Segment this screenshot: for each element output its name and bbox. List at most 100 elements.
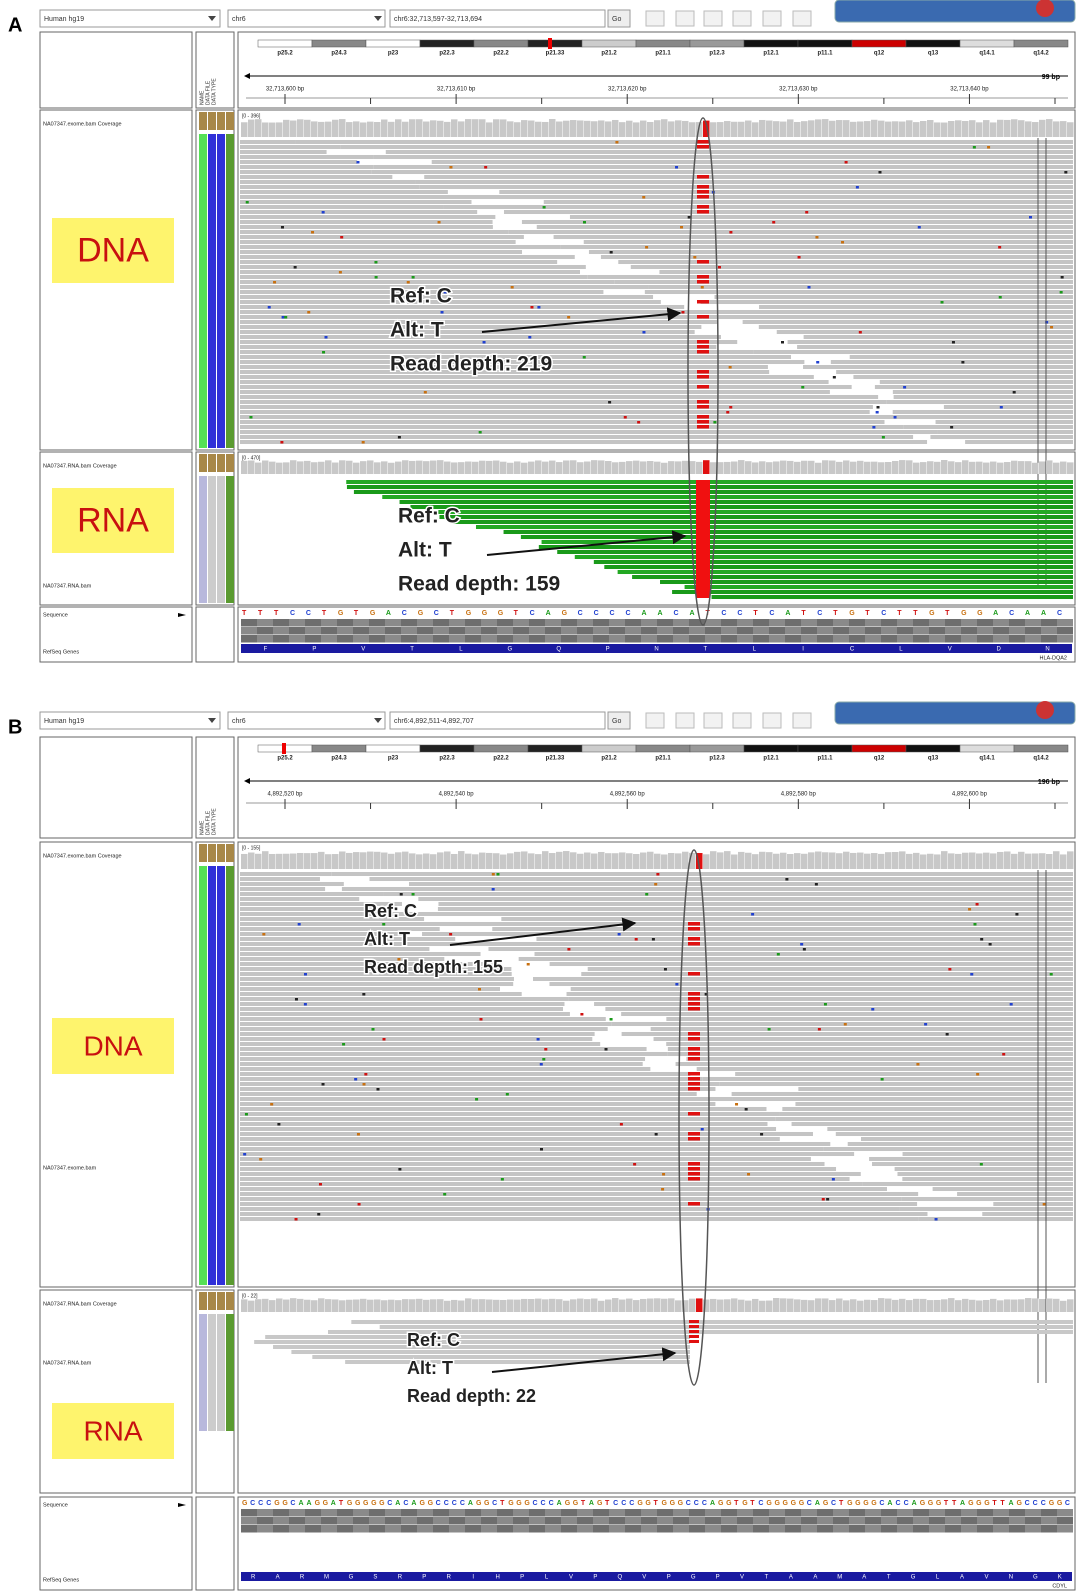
annotation: Ref: C [398,505,460,528]
translation-cell [769,1525,785,1533]
translation-cell [257,1509,273,1517]
toolbar-icon[interactable] [703,10,723,27]
mismatch [700,1128,704,1131]
toolbar-icon[interactable] [732,10,752,27]
attribute-stripe [208,454,216,472]
attribute-header: DATA TYPE [211,78,217,105]
read [488,947,1073,951]
read [742,320,1073,324]
track-name: Sequence [43,1502,68,1508]
coverage-bin [941,460,948,474]
coverage-bin [619,852,626,869]
coverage-bin [689,1298,696,1312]
toolbar-icon[interactable] [792,10,812,27]
toolbar-icon[interactable] [675,10,695,27]
translation-cell [849,1517,865,1525]
span-label: 99 bp [1042,74,1060,81]
toolbar-icon[interactable] [675,712,695,729]
translation-cell [961,1509,977,1517]
toolbar-icon[interactable] [703,712,723,729]
ruler-tick-label: 32,713,600 bp [266,87,305,93]
translation-cell [753,1525,769,1533]
translation-cell [753,619,769,627]
coverage-bin [395,119,402,137]
coverage-bin [395,1300,402,1312]
annotation: Ref: C [364,901,417,921]
amino-acid: N [1009,1575,1013,1581]
translation-cell [913,619,929,627]
annotation: Read depth: 22 [407,1386,536,1406]
coverage-bin [1011,119,1018,137]
translation-cell [1025,1525,1041,1533]
amino-acid: Q [618,1575,623,1581]
translation-cell [337,619,353,627]
read [240,1037,593,1041]
read [443,205,1073,209]
coverage-bin [360,461,367,474]
coverage-bin [801,853,808,869]
go-button[interactable] [607,711,631,730]
read [787,340,1073,344]
translation-cell [481,1525,497,1533]
variant-base [697,260,709,264]
translation-cell [721,627,737,635]
annotation: Read depth: 219 [390,353,552,376]
mismatch [988,943,992,946]
amino-acid: T [887,1575,891,1581]
mismatch [807,286,811,289]
mismatch [321,211,325,214]
cytoband-label: q14.2 [1033,756,1049,762]
translation-cell [305,1517,321,1525]
mismatch [491,873,495,876]
mismatch [675,983,679,986]
mismatch [542,206,546,209]
annotation: Alt: T [407,1358,453,1378]
toolbar-icon[interactable] [762,712,782,729]
mismatch [1029,216,1033,219]
coverage-bin [976,1300,983,1312]
coverage-bin [703,120,710,137]
toolbar-icon[interactable] [732,712,752,729]
go-button[interactable] [607,9,631,28]
variant-base [688,937,700,941]
translation-cell [817,627,833,635]
mismatch [945,1033,949,1036]
read [446,195,1073,199]
coverage-bin [822,460,829,474]
amino-acid: M [837,1575,842,1581]
translation-cell [449,619,465,627]
toolbar-icon[interactable] [792,712,812,729]
dropdown-arrow [374,718,382,723]
translation-cell [801,1525,817,1533]
mismatch [998,246,1002,249]
toolbar-icon[interactable] [762,10,782,27]
coverage-bin [542,851,549,869]
variant-base [688,992,700,996]
translation-cell [849,635,865,643]
read [240,170,372,174]
coverage-bin [1053,121,1060,137]
attribute-header: NAME [199,820,205,835]
read [553,235,1073,239]
variant-base [688,1082,700,1086]
translation-cell [353,1509,369,1517]
coverage-bin [304,853,311,869]
toolbar-icon[interactable] [645,712,665,729]
coverage-bin [661,119,668,137]
coverage-bin [955,1300,962,1312]
cytoband-label: p21.1 [655,756,671,762]
coverage-bin [717,1299,724,1312]
toolbar-icon[interactable] [645,10,665,27]
coverage-bin [451,1299,458,1312]
mismatch [1012,391,1016,394]
translation-cell [769,635,785,643]
read [557,550,1073,554]
coverage-bin [346,460,353,474]
coverage-bin [892,121,899,137]
mismatch [681,311,685,314]
track-name: NA07347.exome.bam Coverage [43,121,122,127]
mismatch [544,1048,548,1051]
translation-cell [481,635,497,643]
amino-acid: H [495,1575,499,1581]
coverage-bin [297,119,304,137]
